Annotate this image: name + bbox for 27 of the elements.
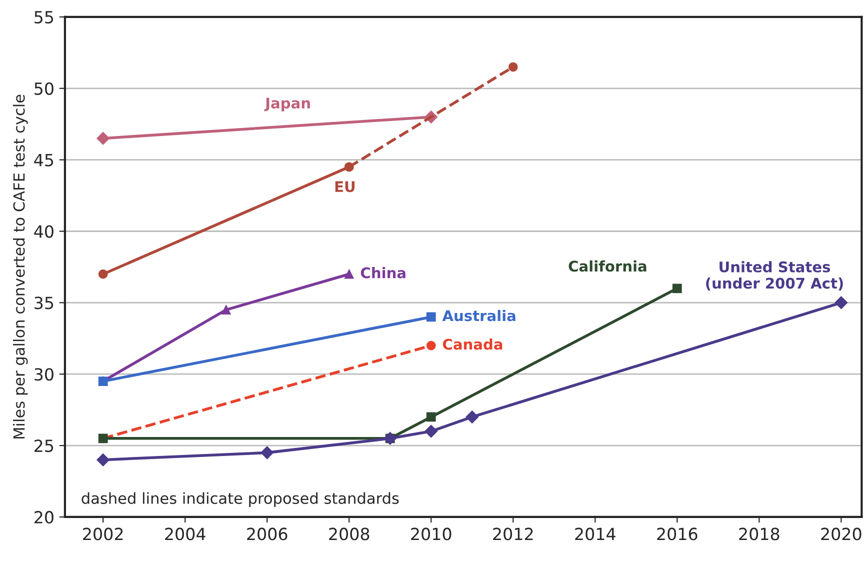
x-tick-label: 2006 [247, 528, 288, 540]
x-tick-label: 2010 [411, 528, 452, 540]
x-tick-label: 2018 [739, 528, 780, 540]
y-tick-label: 20 [34, 510, 54, 524]
x-tick-label: 2004 [165, 528, 206, 540]
series-label: California [568, 260, 646, 272]
x-tick-label: 2014 [575, 528, 616, 540]
series-label: EU [335, 181, 355, 192]
x-tick-label: 2020 [821, 528, 862, 540]
y-tick-label: 45 [34, 154, 54, 166]
series-label: Canada [442, 338, 502, 350]
y-axis-title: Miles per gallon converted to CAFE test cycle [12, 94, 28, 438]
x-tick-label: 2016 [657, 528, 698, 540]
annotation: dashed lines indicate proposed standards [82, 492, 399, 507]
y-tick-label: 30 [34, 368, 54, 381]
y-tick-label: 50 [34, 82, 54, 95]
x-tick-label: 2002 [83, 528, 123, 540]
x-tick-label: 2008 [329, 528, 370, 540]
series-label: Australia [442, 310, 516, 322]
x-tick-label: 2012 [493, 528, 533, 540]
series-label: China [360, 267, 406, 278]
series-label: Japan [264, 98, 310, 112]
y-tick-label: 55 [34, 11, 54, 24]
y-tick-label: 35 [34, 296, 54, 310]
y-tick-label: 40 [34, 225, 54, 238]
y-tick-label: 25 [34, 440, 54, 452]
series-label: United States (under 2007 Act) [706, 261, 843, 290]
